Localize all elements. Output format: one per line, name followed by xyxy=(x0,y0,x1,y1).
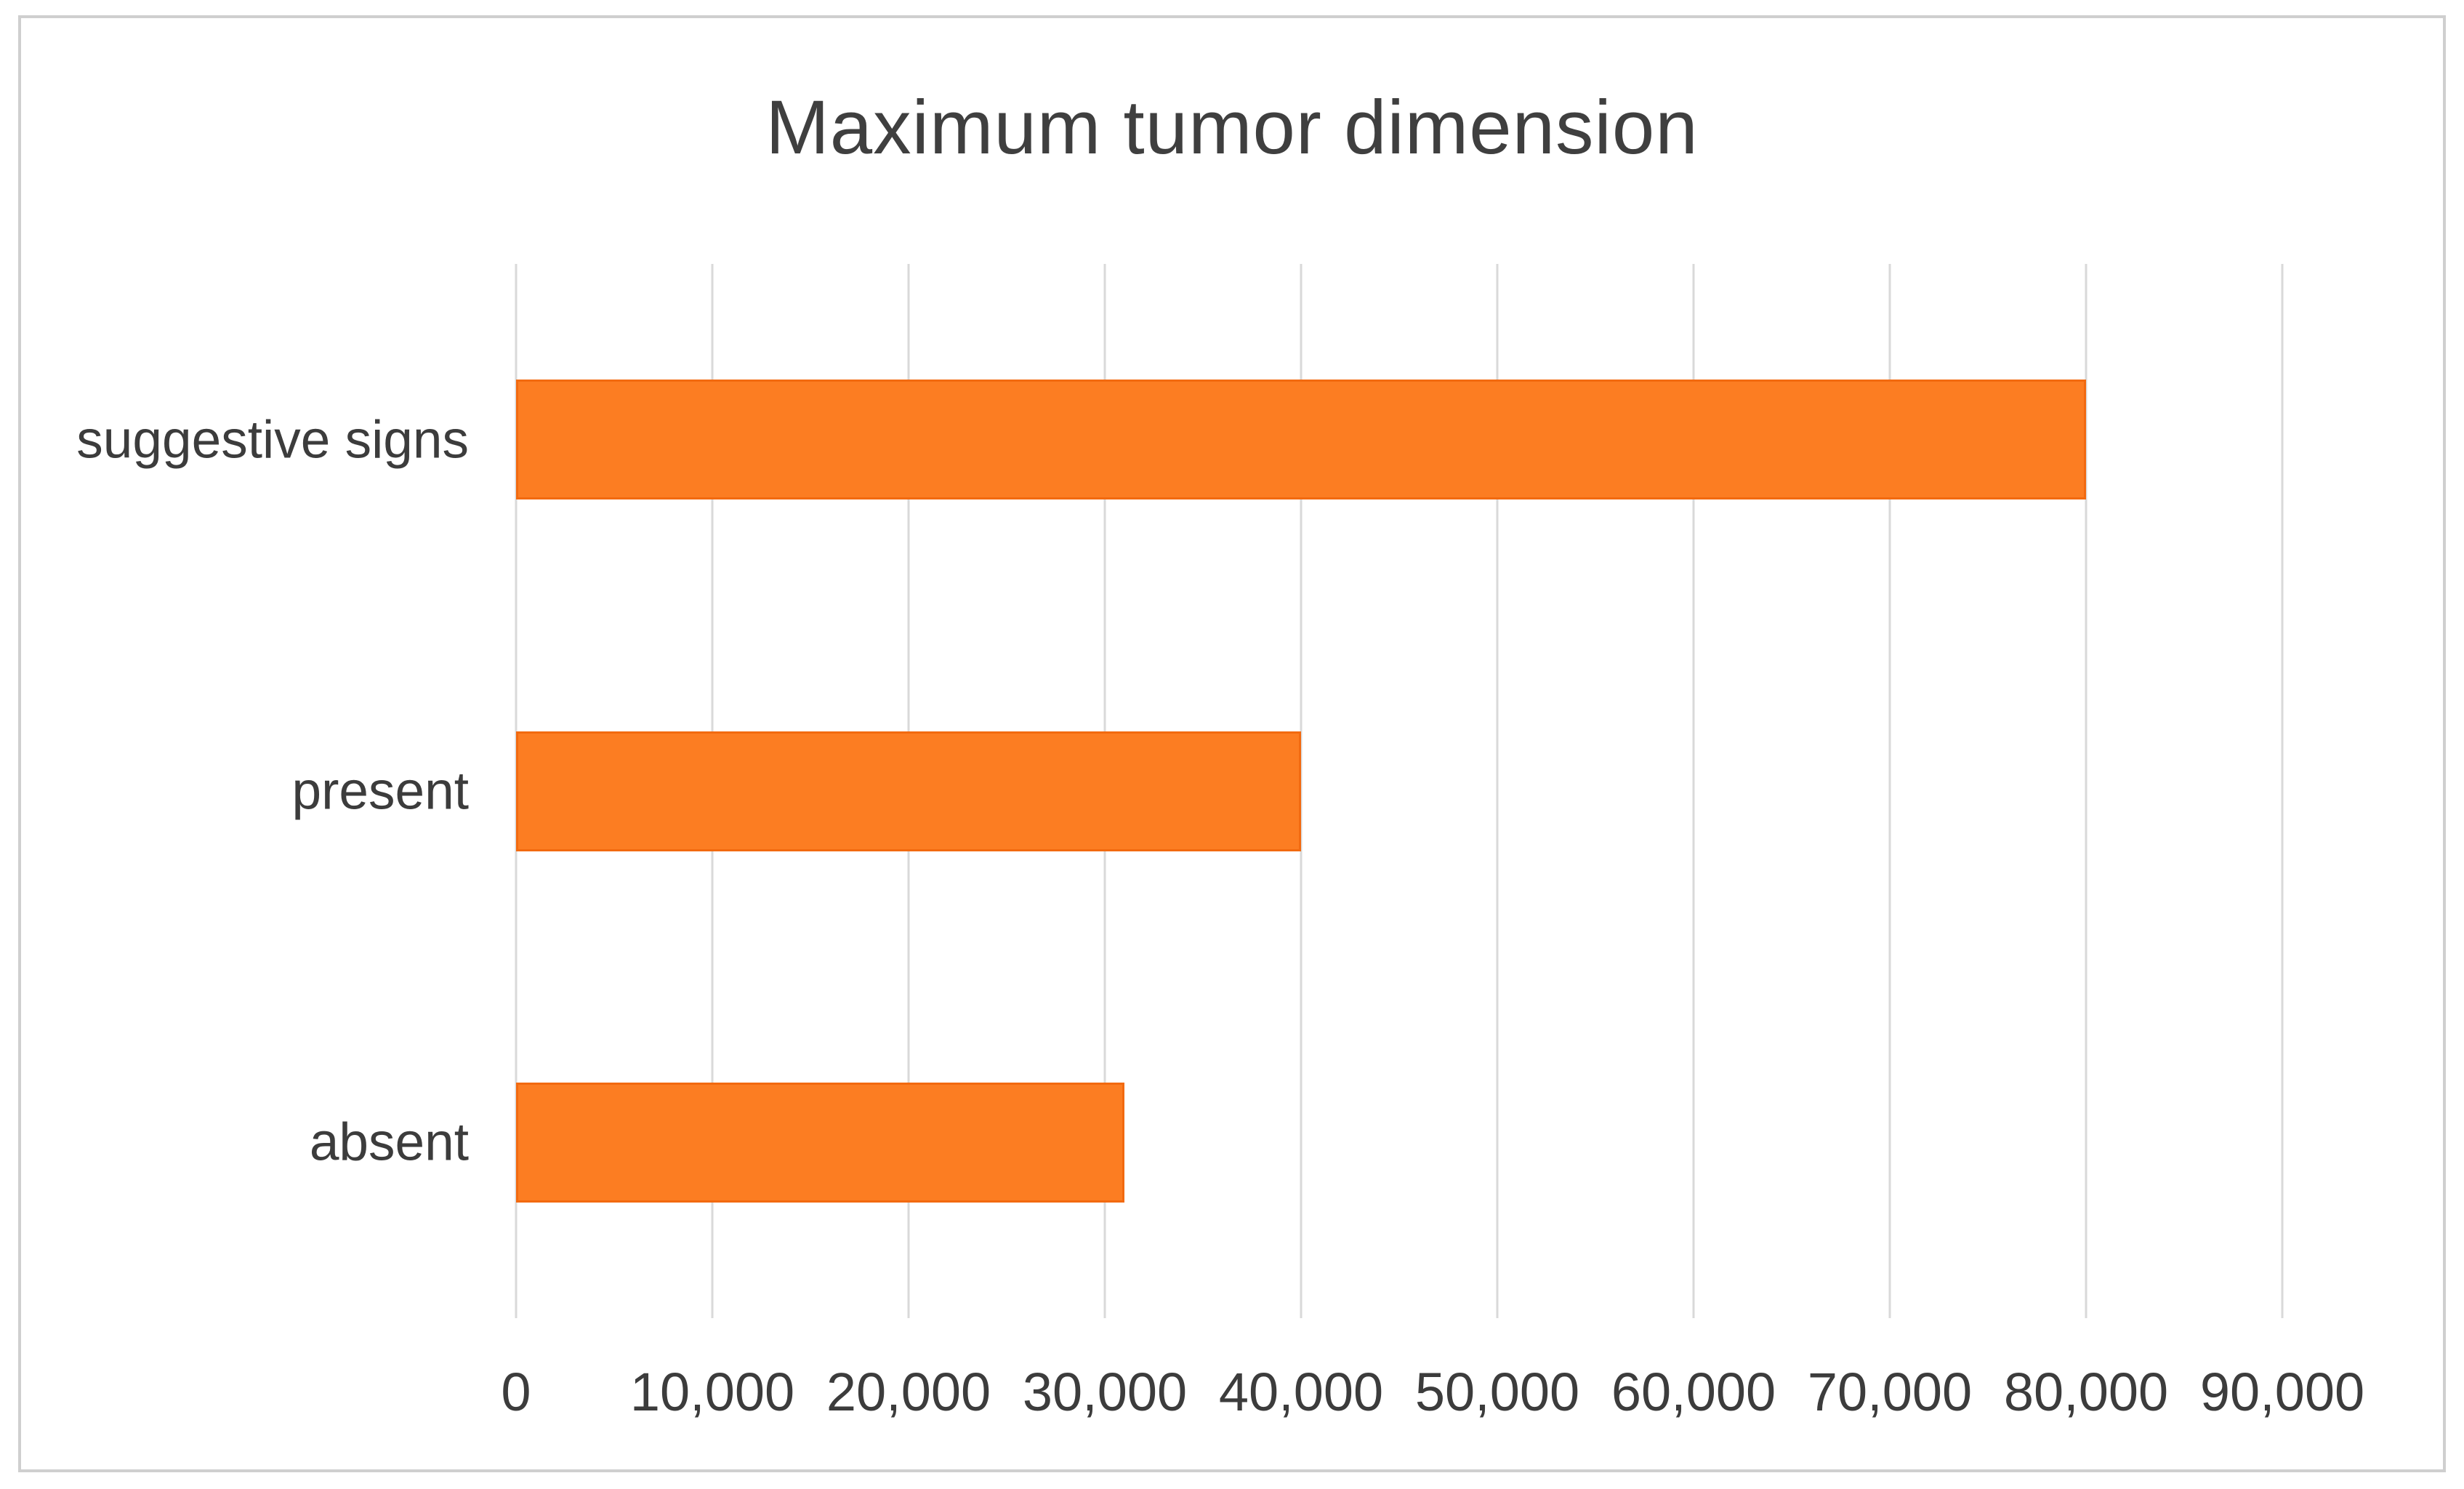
gridline xyxy=(1888,264,1891,1318)
gridline xyxy=(1692,264,1695,1318)
category-label: present xyxy=(291,761,470,821)
x-axis-tick-label: 80,000 xyxy=(2003,1362,2169,1422)
bar-suggestive-signs xyxy=(516,380,2086,500)
x-axis-tick-label: 90,000 xyxy=(2199,1362,2365,1422)
x-axis-tick-label: 70,000 xyxy=(1807,1362,1973,1422)
x-axis-tick-label: 20,000 xyxy=(826,1362,991,1422)
category-label: suggestive signs xyxy=(76,410,469,470)
gridline xyxy=(1300,264,1303,1318)
x-axis-tick-label: 0 xyxy=(501,1362,531,1422)
gridline xyxy=(2085,264,2087,1318)
gridline xyxy=(2281,264,2284,1318)
x-axis-tick-label: 50,000 xyxy=(1414,1362,1580,1422)
gridline xyxy=(1496,264,1499,1318)
bar-absent xyxy=(516,1082,1124,1203)
category-label: absent xyxy=(309,1112,469,1172)
chart-title: Maximum tumor dimension xyxy=(765,85,1699,170)
bar-present xyxy=(516,731,1301,851)
x-axis-tick-label: 40,000 xyxy=(1218,1362,1384,1422)
x-axis-tick-label: 10,000 xyxy=(629,1362,795,1422)
x-axis-tick-label: 30,000 xyxy=(1022,1362,1188,1422)
x-axis-tick-label: 60,000 xyxy=(1611,1362,1776,1422)
